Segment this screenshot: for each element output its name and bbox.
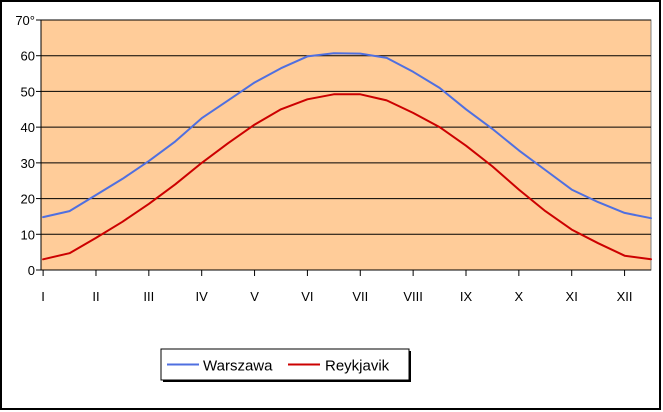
y-tick-label: 70° <box>15 13 35 28</box>
x-tick-label: III <box>143 289 154 304</box>
series-line-reykjavik <box>42 93 652 261</box>
x-tick-label: II <box>92 289 99 304</box>
y-tick-label: 60 <box>21 49 35 64</box>
legend-label: Warszawa <box>203 358 273 375</box>
legend-label: Reykjavik <box>325 358 390 375</box>
y-tick-label: 20 <box>21 192 35 207</box>
x-tick-label: IV <box>196 289 209 304</box>
x-tick-label: VI <box>301 289 313 304</box>
y-tick-label: 0 <box>28 263 35 278</box>
x-tick-label: V <box>250 289 259 304</box>
legend: Warszawa Reykjavik <box>160 348 411 382</box>
x-tick-label: X <box>515 289 524 304</box>
x-tick-label: XI <box>566 289 578 304</box>
y-tick-label: 10 <box>21 227 35 242</box>
x-tick-label: VII <box>352 289 368 304</box>
x-tick-label: IX <box>460 289 473 304</box>
plot-area <box>40 19 652 271</box>
x-tick-label: VIII <box>403 289 423 304</box>
series-layer <box>42 52 652 261</box>
x-tick-label: I <box>41 289 45 304</box>
x-tick-label: XII <box>617 289 633 304</box>
y-tick-label: 30 <box>21 156 35 171</box>
series-line-warszawa <box>42 52 652 220</box>
gridlines <box>41 19 651 235</box>
y-tick-label: 40 <box>21 120 35 135</box>
y-tick-label: 50 <box>21 84 35 99</box>
legend-box <box>160 348 410 381</box>
